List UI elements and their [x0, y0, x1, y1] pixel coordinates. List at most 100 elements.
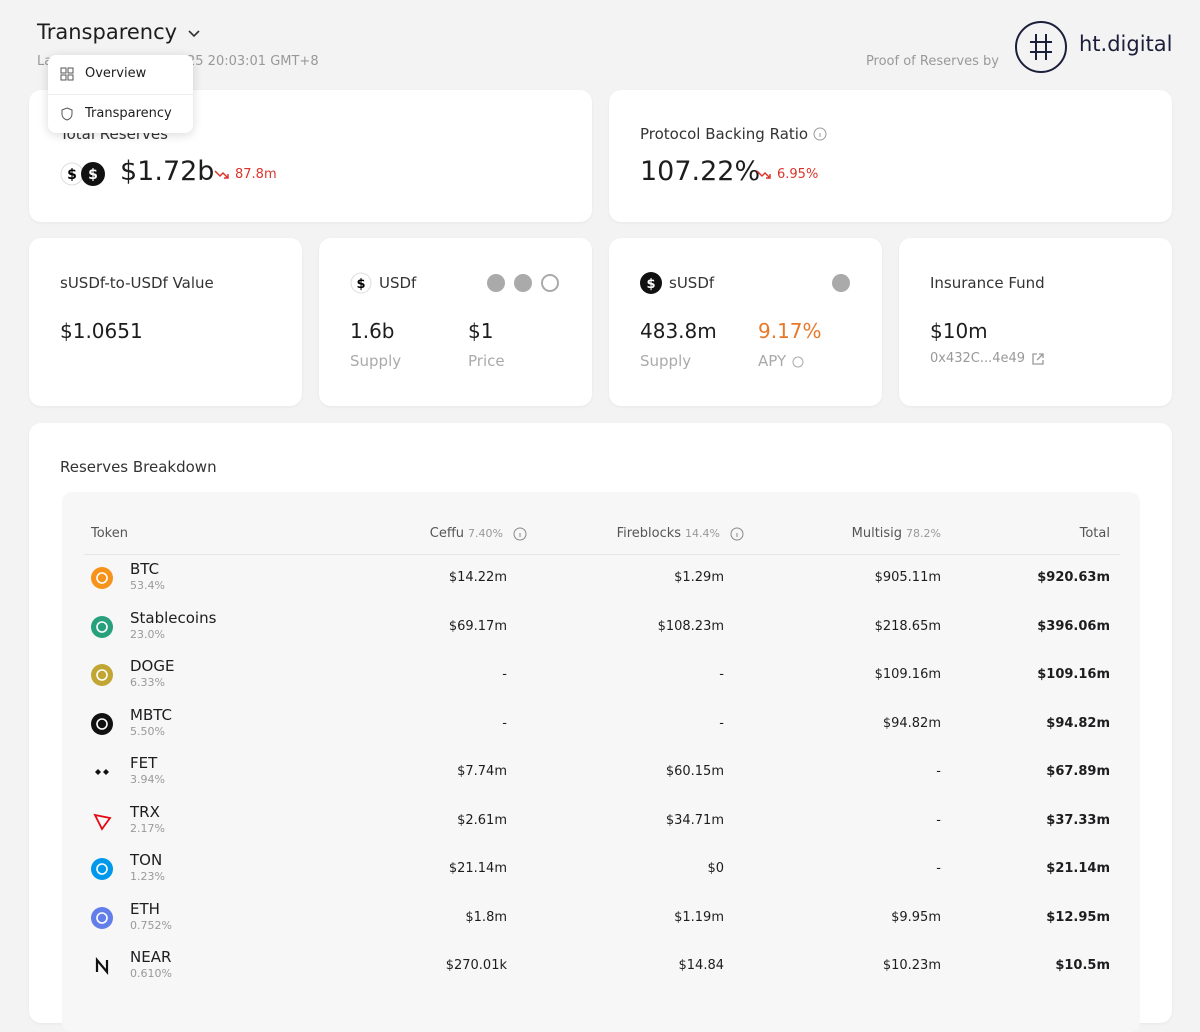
- row-cell: $10.23m: [882, 958, 941, 973]
- updated-end: 25 20:03:01 GMT+8: [187, 54, 319, 69]
- row-total: $10.5m: [1055, 958, 1110, 973]
- svg-text:$: $: [646, 277, 655, 292]
- partner-icons[interactable]: [486, 273, 564, 293]
- row-cell: $9.95m: [891, 909, 941, 925]
- susdf-icon: $: [640, 272, 662, 294]
- breakdown-table: Token Ceffu 7.40% Fireblocks 14.4% Multisig 78…: [62, 492, 1140, 1032]
- token-share: 0.752%: [130, 918, 172, 932]
- token-icon: [91, 906, 113, 929]
- menu-divider: [48, 94, 193, 95]
- row-total: $67.89m: [1046, 764, 1110, 779]
- column-name: Total: [1079, 526, 1110, 541]
- svg-text:$: $: [67, 167, 77, 183]
- column-share: 14.4%: [685, 527, 720, 540]
- row-total: $12.95m: [1046, 909, 1110, 925]
- menu-item[interactable]: Overview: [85, 66, 147, 81]
- row-cell: $14.84: [678, 958, 725, 973]
- row-cell: $94.82m: [882, 715, 941, 731]
- card-change: 87.8m: [235, 167, 277, 182]
- row-cell: -: [936, 812, 941, 828]
- card-label: Protocol Backing Ratio: [640, 125, 809, 143]
- susdf-value-card: sUSDf-to-USDf Value $1.0651: [29, 238, 302, 406]
- token-name: Stablecoins: [130, 608, 217, 627]
- row-cell: $2.61m: [457, 812, 507, 828]
- menu-item[interactable]: Transparency: [85, 106, 172, 121]
- info-icon[interactable]: [813, 127, 827, 141]
- info-icon[interactable]: [513, 527, 527, 541]
- token-icon: [91, 567, 113, 589]
- down-arrow: [214, 170, 229, 179]
- page-title[interactable]: Transparency: [37, 20, 178, 44]
- row-cell: $905.11m: [874, 570, 941, 585]
- token-name: ETH: [130, 899, 160, 918]
- nav-dropdown: Overview Transparency: [48, 55, 193, 133]
- row-cell: $108.23m: [657, 618, 724, 634]
- row-total: $920.63m: [1037, 570, 1110, 585]
- overview-icon[interactable]: [60, 67, 74, 81]
- row-cell: $109.16m: [874, 667, 941, 682]
- breakdown-title: Reserves Breakdown: [60, 458, 217, 476]
- row-total: $94.82m: [1046, 715, 1110, 731]
- token-name: FET: [130, 754, 158, 772]
- fund-address[interactable]: 0x432C...4e49: [930, 351, 1026, 366]
- info-icon[interactable]: [730, 527, 744, 541]
- row-cell: -: [719, 667, 724, 682]
- row-cell: $218.65m: [874, 618, 941, 634]
- partner-icon[interactable]: [831, 273, 851, 293]
- token-icon: [91, 810, 113, 832]
- token-name: TON: [130, 851, 163, 869]
- token-name: TRX: [130, 802, 160, 821]
- row-total: $37.33m: [1046, 812, 1110, 828]
- column-name: Ceffu: [429, 526, 465, 541]
- row-cell: $7.74m: [457, 764, 507, 779]
- brand-logo[interactable]: [1014, 20, 1068, 74]
- insurance-card: Insurance Fund $10m 0x432C...4e49: [899, 238, 1172, 406]
- row-cell: -: [502, 715, 507, 731]
- card-value: 107.22%: [640, 156, 761, 187]
- card-label: USDf: [379, 274, 417, 292]
- row-cell: $270.01k: [445, 958, 507, 973]
- brand-name[interactable]: ht.digital: [1079, 32, 1173, 56]
- svg-text:$: $: [356, 277, 365, 292]
- info-icon[interactable]: [792, 356, 804, 368]
- token-share: 3.94%: [130, 773, 165, 786]
- column-share: 78.2%: [906, 527, 941, 540]
- row-total: $109.16m: [1037, 667, 1110, 682]
- card-change: 6.95%: [777, 167, 819, 182]
- card-value: $10m: [930, 319, 988, 343]
- card-value: $1.72b: [120, 156, 215, 187]
- svg-text:$: $: [88, 167, 98, 183]
- transparency-icon[interactable]: [60, 107, 74, 121]
- column-name: Multisig: [851, 526, 903, 541]
- token-icon: [91, 664, 113, 686]
- token-name: MBTC: [130, 705, 172, 724]
- supply-label: Supply: [640, 352, 692, 370]
- title-chevron[interactable]: [187, 28, 201, 40]
- token-name: DOGE: [130, 657, 175, 675]
- token-share: 5.50%: [130, 724, 165, 738]
- card-label: sUSDf: [669, 274, 715, 292]
- header-rule: [84, 554, 1120, 555]
- column-name: Fireblocks: [616, 526, 682, 541]
- susdf-card: $ sUSDf 483.8m Supply 9.17% APY: [609, 238, 882, 406]
- token-icon: [91, 858, 113, 880]
- row-cell: -: [936, 861, 941, 876]
- row-cell: $1.19m: [674, 909, 724, 925]
- row-cell: $14.22m: [448, 570, 507, 585]
- external-link-icon[interactable]: [1031, 352, 1045, 366]
- apy-label: APY: [758, 352, 787, 370]
- token-share: 53.4%: [130, 579, 165, 592]
- price-value: $1: [468, 319, 494, 343]
- coin-icons: $ $: [60, 162, 105, 186]
- apy-value: 9.17%: [758, 319, 822, 343]
- row-cell: $1.8m: [465, 909, 507, 925]
- column-header: Fireblocks 14.4%: [617, 526, 744, 541]
- proof-label: Proof of Reserves by: [865, 54, 999, 69]
- column-share: 7.40%: [468, 527, 503, 540]
- row-cell: $34.71m: [665, 812, 724, 828]
- token-share: 0.610%: [130, 967, 172, 980]
- price-label: Price: [468, 352, 505, 370]
- token-icon: [91, 761, 113, 783]
- card-label: Insurance Fund: [930, 274, 1045, 292]
- token-share: 1.23%: [130, 870, 165, 883]
